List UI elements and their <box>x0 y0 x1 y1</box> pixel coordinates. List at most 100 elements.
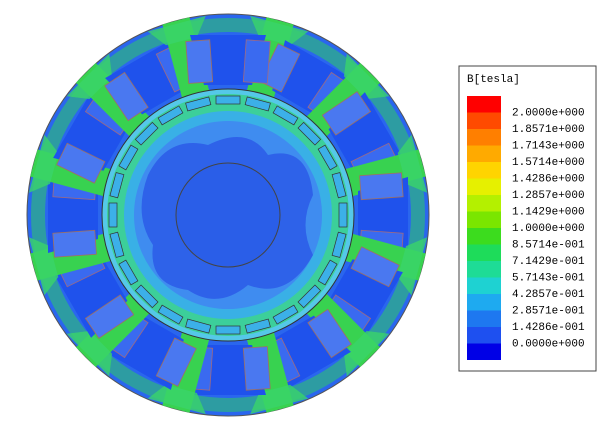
legend-level: 2.0000e+000 <box>512 107 585 119</box>
slot-group <box>341 134 428 258</box>
magnet-group <box>244 96 271 112</box>
magnet-group <box>331 172 347 199</box>
legend-swatch <box>467 178 501 195</box>
coil <box>84 294 135 339</box>
magnet-group <box>297 284 322 309</box>
stator-teeth <box>28 15 428 415</box>
coil <box>56 142 106 184</box>
legend-level: 1.1429e+000 <box>512 206 585 218</box>
legend-level: 1.5714e+000 <box>512 157 585 169</box>
tooth-root <box>28 134 59 193</box>
legend-swatch <box>467 96 501 113</box>
legend-level: 1.0000e+000 <box>512 223 585 235</box>
legend-title: B[tesla] <box>467 74 520 86</box>
legend-swatch <box>467 228 501 245</box>
legend-swatch <box>467 261 501 278</box>
magnet-group <box>244 318 271 334</box>
magnet <box>297 121 322 146</box>
magnet-group <box>185 318 212 334</box>
magnet-group <box>297 121 322 146</box>
shaft <box>175 162 281 268</box>
legend-swatch <box>467 195 501 212</box>
magnet-group <box>317 144 338 171</box>
legend-level: 1.7143e+000 <box>512 140 585 152</box>
magnet <box>109 231 125 258</box>
legend-level: 1.4286e-001 <box>512 322 585 334</box>
magnet <box>338 202 348 228</box>
magnet <box>118 259 139 286</box>
coil <box>52 229 97 258</box>
magnet <box>109 172 125 199</box>
legend-level: 2.8571e-001 <box>512 305 585 317</box>
magnet <box>134 121 159 146</box>
magnet-group <box>134 284 159 309</box>
legend-swatch <box>467 294 501 311</box>
magnet-group <box>118 259 139 286</box>
tooth-root <box>66 53 113 100</box>
legend-level: 5.7143e-001 <box>512 272 585 284</box>
magnet <box>215 95 241 105</box>
yoke-field <box>31 18 425 412</box>
coil <box>242 346 271 391</box>
magnet <box>134 284 159 309</box>
magnet-group <box>157 105 184 126</box>
magnet <box>244 96 271 112</box>
magnet <box>108 202 118 228</box>
legend-swatch <box>467 145 501 162</box>
coil <box>104 71 149 122</box>
tooth-root <box>66 330 113 377</box>
coil <box>321 91 372 136</box>
magnet-group <box>215 325 241 335</box>
magnet-group <box>215 95 241 105</box>
tooth-root <box>147 384 206 415</box>
tooth-root <box>343 53 390 100</box>
magnet <box>272 105 299 126</box>
coil <box>350 246 400 288</box>
magnet-group <box>118 144 139 171</box>
magnet-group <box>317 259 338 286</box>
slot-group <box>53 246 153 377</box>
legend-level: 7.1429e-001 <box>512 256 585 268</box>
rotor-magnets <box>108 95 348 335</box>
legend-swatch <box>467 162 501 179</box>
coil <box>185 39 214 84</box>
legend-swatch <box>467 277 501 294</box>
magnet <box>157 105 184 126</box>
coil <box>155 337 197 387</box>
tooth-root <box>397 237 428 296</box>
legend-swatch <box>467 244 501 261</box>
tooth-root <box>343 330 390 377</box>
legend-swatch <box>467 343 501 360</box>
magnet <box>331 172 347 199</box>
magnet <box>317 144 338 171</box>
legend-swatch <box>467 129 501 146</box>
coil <box>359 172 404 201</box>
magnet <box>157 304 184 325</box>
magnet-group <box>272 105 299 126</box>
legend-level: 1.2857e+000 <box>512 190 585 202</box>
legend-level: 4.2857e-001 <box>512 289 585 301</box>
magnet-group <box>185 96 212 112</box>
magnet <box>118 144 139 171</box>
legend-swatch <box>467 112 501 129</box>
magnet-group <box>272 304 299 325</box>
magnet-group <box>109 172 125 199</box>
slot-group <box>28 172 115 296</box>
motor-plot <box>26 13 430 417</box>
legend-level: 8.5714e-001 <box>512 239 585 251</box>
magnet-group <box>108 202 118 228</box>
magnet <box>297 284 322 309</box>
magnet-group <box>338 202 348 228</box>
legend-level: 1.8571e+000 <box>512 124 585 136</box>
magnet <box>185 318 212 334</box>
coil <box>307 308 352 359</box>
magnet-group <box>331 231 347 258</box>
legend-level: 0.0000e+000 <box>512 338 585 350</box>
magnet-group <box>134 121 159 146</box>
slot <box>48 172 98 258</box>
magnet <box>331 231 347 258</box>
slot-group <box>185 328 309 415</box>
magnet <box>317 259 338 286</box>
legend-swatch <box>467 310 501 327</box>
